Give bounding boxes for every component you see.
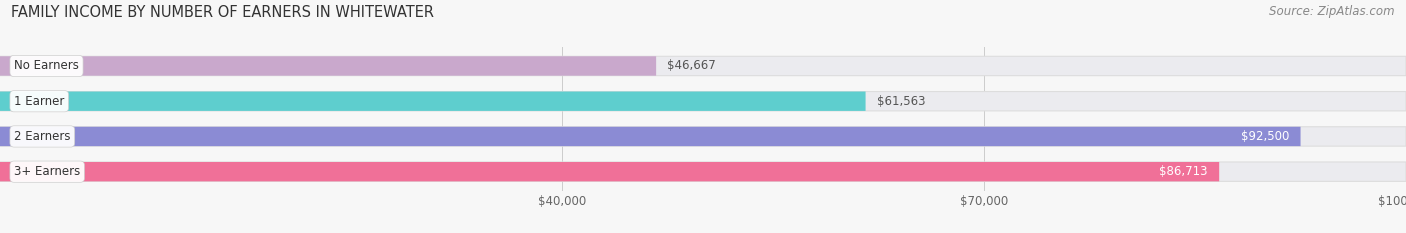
FancyBboxPatch shape <box>0 162 1406 181</box>
Text: $46,667: $46,667 <box>668 59 716 72</box>
FancyBboxPatch shape <box>0 92 1406 111</box>
Text: No Earners: No Earners <box>14 59 79 72</box>
Text: $61,563: $61,563 <box>877 95 925 108</box>
Text: 2 Earners: 2 Earners <box>14 130 70 143</box>
Text: 3+ Earners: 3+ Earners <box>14 165 80 178</box>
FancyBboxPatch shape <box>0 127 1301 146</box>
FancyBboxPatch shape <box>0 92 866 111</box>
Text: 1 Earner: 1 Earner <box>14 95 65 108</box>
Text: Source: ZipAtlas.com: Source: ZipAtlas.com <box>1270 5 1395 18</box>
Text: FAMILY INCOME BY NUMBER OF EARNERS IN WHITEWATER: FAMILY INCOME BY NUMBER OF EARNERS IN WH… <box>11 5 434 20</box>
FancyBboxPatch shape <box>0 56 1406 76</box>
Text: $86,713: $86,713 <box>1160 165 1208 178</box>
FancyBboxPatch shape <box>0 127 1406 146</box>
FancyBboxPatch shape <box>0 162 1219 181</box>
FancyBboxPatch shape <box>0 56 657 76</box>
Text: $92,500: $92,500 <box>1241 130 1289 143</box>
